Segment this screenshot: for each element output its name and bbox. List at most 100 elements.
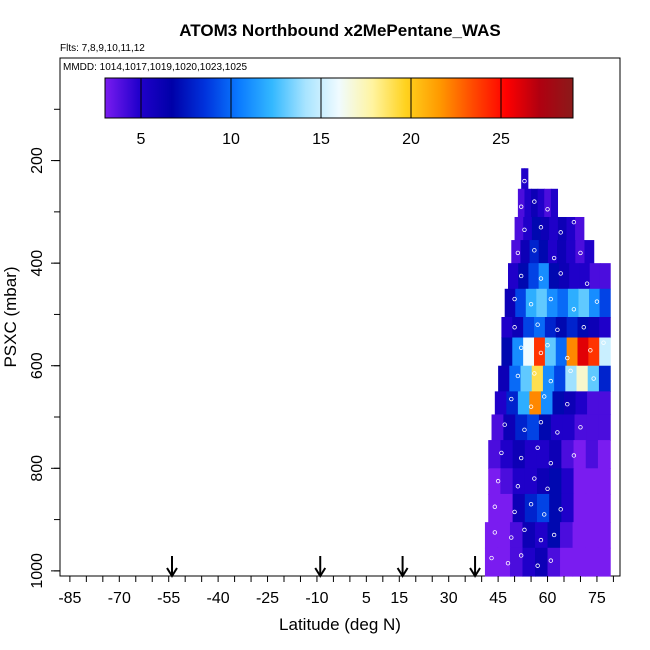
sample-point [499, 450, 504, 456]
x-tick-label: -40 [207, 590, 230, 607]
heatmap-cell [535, 547, 549, 577]
sample-point [528, 404, 534, 409]
colorbar-tick-label: 25 [492, 131, 510, 148]
heatmap-cell [512, 317, 524, 339]
sample-point [551, 532, 557, 538]
sample-point [502, 422, 507, 427]
sample-point [538, 350, 544, 356]
heatmap-cell [585, 468, 599, 495]
sample-point [594, 299, 600, 304]
plot-frame [59, 57, 621, 577]
sample-point [558, 230, 563, 235]
sample-point [535, 563, 540, 568]
sample-point [555, 430, 560, 435]
heatmap-cell [517, 391, 531, 416]
heatmap-cell [521, 168, 526, 190]
heatmap-cell [598, 391, 611, 416]
heatmap-cell [555, 317, 568, 339]
sample-point [548, 558, 554, 563]
sample-point [588, 348, 593, 353]
heatmap-cell [557, 240, 567, 264]
heatmap-cell [598, 365, 611, 392]
sample-point [518, 273, 524, 279]
sample-point [535, 445, 540, 450]
heatmap-cell [548, 263, 560, 290]
sample-point [515, 250, 521, 256]
sample-point [548, 460, 554, 466]
heatmap-cell [555, 337, 568, 367]
sample-point [515, 484, 521, 489]
sample-point [545, 343, 550, 348]
heatmap-cell [560, 522, 574, 549]
sample-point [518, 455, 524, 461]
heatmap-cell [546, 288, 559, 318]
sample-point [538, 225, 544, 230]
sample-points [489, 178, 606, 568]
heatmap-cell [514, 216, 524, 241]
sample-point [568, 368, 573, 374]
heatmap-cell [597, 493, 611, 523]
heatmap-cell [561, 493, 575, 523]
x-tick-label: 75 [588, 590, 606, 607]
heatmap-cell [536, 493, 550, 523]
flight-arrow-head [396, 567, 409, 578]
flight-arrow-head [166, 567, 178, 578]
heatmap-cell [597, 468, 611, 495]
colorbar-tick-label: 5 [137, 131, 146, 148]
heatmap-cell [575, 240, 586, 264]
heatmap-cell [572, 522, 586, 549]
sample-point [532, 476, 537, 481]
sample-point [538, 537, 544, 543]
heatmap-cell [557, 216, 568, 241]
sample-point [565, 401, 570, 407]
sample-point [548, 296, 554, 302]
sample-point [571, 219, 577, 225]
heatmap-cell [509, 522, 524, 549]
heatmap-cell [573, 493, 587, 523]
x-tick-label: -55 [157, 590, 180, 607]
sample-point [495, 478, 501, 484]
heatmap-cell [500, 468, 514, 495]
sample-point [522, 427, 527, 433]
heatmap-cell [538, 414, 552, 441]
heatmap-cell [484, 522, 499, 549]
y-tick-label: 1000 [29, 553, 46, 589]
heatmap [484, 168, 611, 577]
heatmap-cell [538, 240, 549, 264]
heatmap-cell [503, 414, 516, 441]
heatmap-cell [550, 414, 564, 441]
heatmap-cell [565, 365, 578, 392]
heatmap-cell [524, 440, 538, 469]
heatmap-cell [599, 337, 611, 367]
heatmap-cell [506, 391, 519, 416]
heatmap-cell [544, 188, 552, 218]
sample-point [512, 325, 517, 330]
heatmap-cell [512, 440, 526, 469]
heatmap-cell [531, 365, 544, 392]
sample-point [532, 248, 537, 253]
heatmap-cell [569, 263, 581, 290]
heatmap-cell [531, 216, 542, 241]
heatmap-cell [597, 547, 611, 577]
sample-point [528, 301, 534, 307]
heatmap-cell [488, 440, 502, 469]
sample-point [581, 325, 586, 330]
heatmap-cell [585, 547, 599, 577]
heatmap-cell [534, 317, 546, 339]
chart-title: ATOM3 Northbound x2MePentane_WAS [179, 21, 500, 40]
y-tick-label: 600 [29, 352, 46, 379]
heatmap-cell [515, 414, 528, 441]
sample-point [522, 178, 527, 184]
x-tick-label: 5 [362, 590, 371, 607]
sample-point [505, 560, 511, 566]
heatmap-cell [562, 414, 576, 441]
heatmap-cell [500, 440, 514, 469]
x-tick-label: 60 [539, 590, 557, 607]
heatmap-cell [587, 391, 600, 416]
heatmap-cell [588, 337, 600, 367]
heatmap-cell [598, 414, 611, 441]
heatmap-cell [578, 288, 590, 318]
heatmap-cell [517, 188, 526, 218]
heatmap-cell [585, 440, 599, 469]
colorbar-tick-label: 20 [402, 131, 420, 148]
